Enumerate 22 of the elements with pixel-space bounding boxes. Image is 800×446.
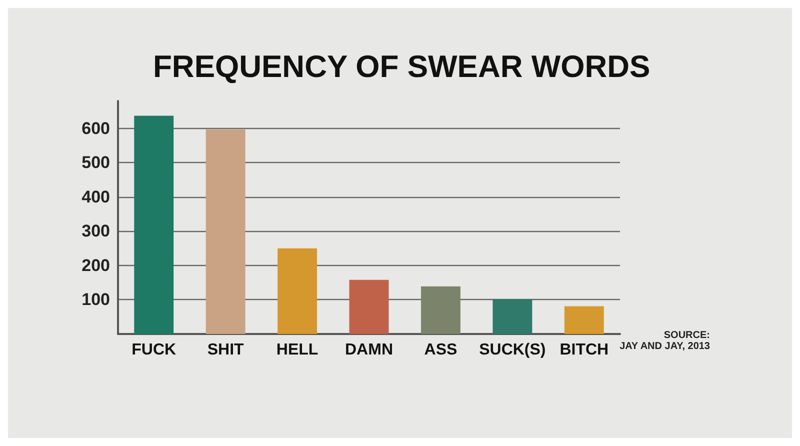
x-tick-label: SHIT (207, 342, 244, 358)
bar (134, 116, 174, 334)
bar (349, 280, 389, 334)
chart-title: FREQUENCY OF SWEAR WORDS (153, 49, 650, 84)
y-tick-label: 100 (82, 290, 110, 310)
bar (206, 129, 246, 334)
x-tick-label: DAMN (345, 342, 393, 358)
bar (492, 299, 532, 334)
bar (420, 286, 460, 334)
x-tick-label: SUCK(S) (479, 342, 546, 358)
x-tick-label: ASS (424, 342, 458, 358)
bar (278, 248, 318, 334)
y-tick-label: 300 (82, 222, 110, 241)
annotation: SOURCE: JAY AND JAY, 2013 (620, 330, 710, 352)
y-tick-label: 400 (82, 187, 110, 206)
bar (564, 306, 604, 334)
x-tick-label: BITCH (560, 342, 609, 358)
y-tick-label: 600 (82, 118, 110, 138)
y-tick-label: 200 (82, 256, 110, 275)
y-tick-label: 500 (82, 153, 110, 172)
x-tick-label: FUCK (132, 342, 177, 358)
x-tick-label: HELL (276, 342, 318, 358)
